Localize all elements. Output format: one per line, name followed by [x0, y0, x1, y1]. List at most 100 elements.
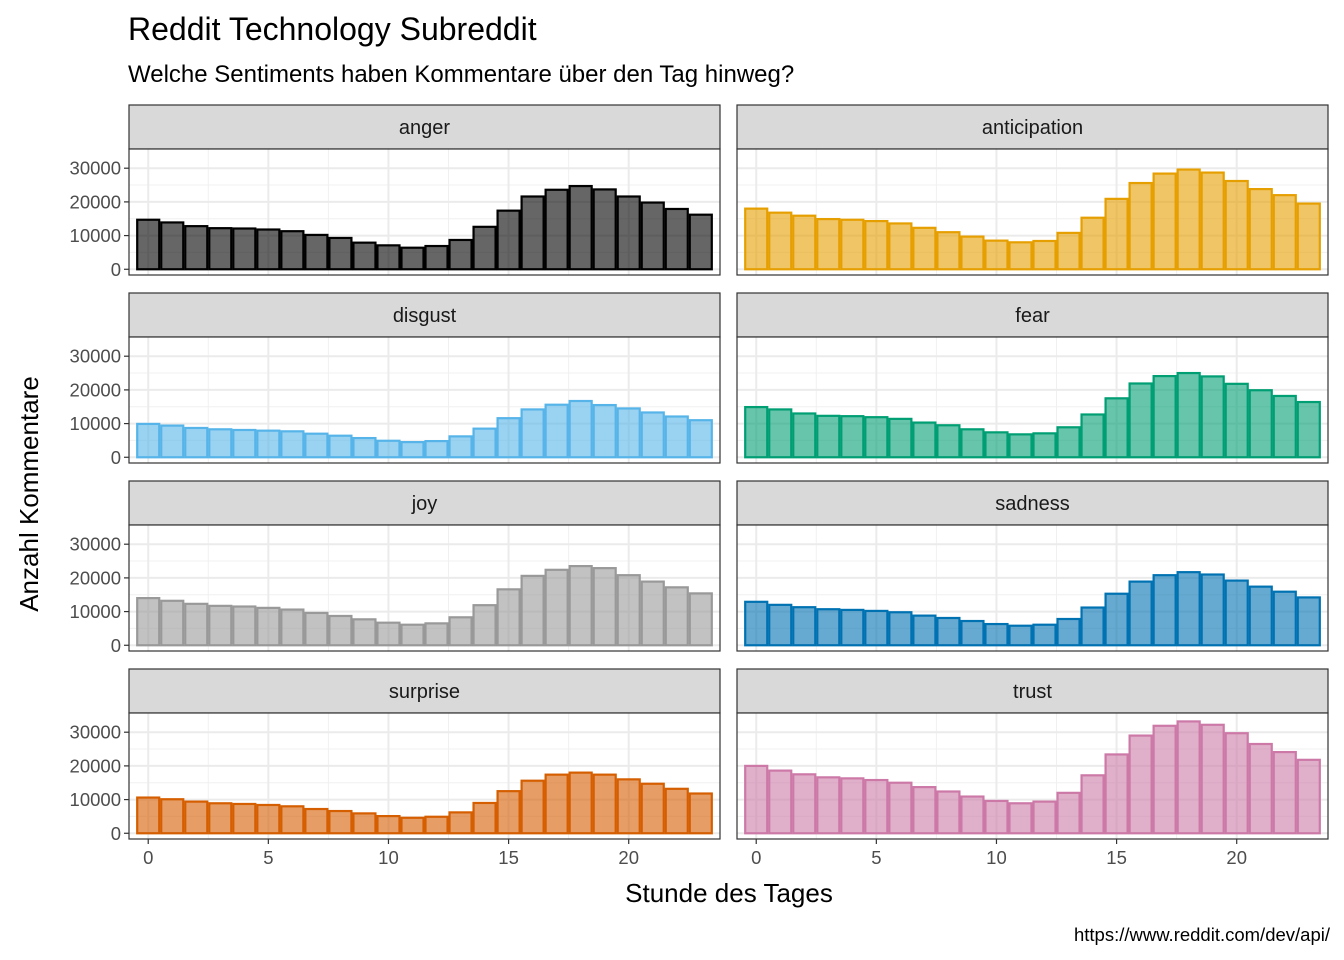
- bar-sadness-10: [984, 622, 1009, 647]
- caption: https://www.reddit.com/dev/api/: [1074, 924, 1331, 945]
- y-tick-label: 20000: [70, 755, 121, 776]
- bar-sadness-5: [864, 609, 889, 647]
- bar-joy-0: [136, 597, 161, 647]
- bar-disgust-12: [424, 440, 449, 459]
- bar-surprise-23: [688, 792, 713, 835]
- bar-sadness-4: [840, 608, 865, 647]
- bar-joy-22: [664, 586, 689, 647]
- bar-disgust-4: [232, 428, 257, 459]
- strip-label-anticipation: anticipation: [982, 117, 1083, 139]
- panel-sadness: sadness: [736, 480, 1329, 652]
- bar-sadness-22: [1272, 590, 1297, 647]
- bar-sadness-19: [1200, 573, 1225, 647]
- bar-fear-0: [744, 405, 769, 459]
- bar-trust-15: [1104, 753, 1129, 835]
- bar-trust-14: [1080, 774, 1105, 835]
- bar-sadness-21: [1248, 585, 1273, 647]
- bar-disgust-20: [616, 407, 641, 459]
- bar-fear-14: [1080, 413, 1105, 459]
- bar-joy-10: [376, 621, 401, 647]
- bar-joy-19: [592, 567, 617, 647]
- strip-anticipation: [736, 104, 1329, 150]
- x-tick-label: 5: [263, 847, 273, 868]
- bar-surprise-0: [136, 796, 161, 835]
- bar-anger-14: [472, 225, 497, 271]
- bar-surprise-15: [496, 790, 521, 835]
- bar-anticipation-3: [816, 217, 841, 271]
- bar-trust-12: [1032, 800, 1057, 835]
- bar-surprise-7: [304, 807, 329, 835]
- bar-sadness-15: [1104, 592, 1129, 647]
- x-tick-label: 15: [1106, 847, 1127, 868]
- bar-disgust-5: [256, 429, 281, 459]
- bar-joy-4: [232, 605, 257, 647]
- bar-joy-21: [640, 580, 665, 647]
- bar-fear-8: [936, 424, 961, 459]
- bar-joy-17: [544, 568, 569, 647]
- strip-label-trust: trust: [1013, 681, 1052, 703]
- bar-anger-23: [688, 213, 713, 271]
- bar-surprise-3: [208, 802, 233, 835]
- bar-sadness-13: [1056, 617, 1081, 647]
- bar-anticipation-11: [1008, 241, 1033, 271]
- bar-fear-15: [1104, 397, 1129, 459]
- bar-disgust-16: [520, 408, 545, 459]
- bar-trust-20: [1224, 732, 1249, 835]
- panel-fear: fear: [736, 292, 1329, 464]
- bar-surprise-10: [376, 814, 401, 835]
- bar-disgust-6: [280, 430, 305, 459]
- bar-anger-16: [520, 195, 545, 271]
- bar-joy-11: [400, 623, 425, 647]
- panel-border: [736, 524, 1329, 652]
- bar-anticipation-17: [1152, 172, 1177, 271]
- bar-fear-20: [1224, 382, 1249, 459]
- bar-trust-16: [1128, 734, 1153, 835]
- panel-border: [128, 524, 721, 652]
- strip-label-joy: joy: [411, 493, 438, 515]
- bar-joy-1: [160, 599, 185, 647]
- bar-surprise-19: [592, 773, 617, 835]
- bar-trust-22: [1272, 750, 1297, 835]
- bar-anger-21: [640, 201, 665, 271]
- bar-anger-10: [376, 244, 401, 271]
- bar-disgust-1: [160, 424, 185, 459]
- bar-joy-7: [304, 611, 329, 647]
- x-axis-label: Stunde des Tages: [625, 878, 833, 908]
- bar-anger-1: [160, 221, 185, 271]
- bar-sadness-20: [1224, 579, 1249, 647]
- bar-joy-14: [472, 604, 497, 647]
- bar-trust-6: [888, 781, 913, 835]
- bar-anger-12: [424, 244, 449, 271]
- bar-joy-16: [520, 574, 545, 647]
- bar-fear-18: [1176, 371, 1201, 459]
- bar-sadness-3: [816, 608, 841, 647]
- y-tick-label: 20000: [70, 191, 121, 212]
- bar-disgust-19: [592, 403, 617, 459]
- bar-anticipation-15: [1104, 197, 1129, 271]
- bar-trust-9: [960, 795, 985, 835]
- bar-disgust-18: [568, 399, 593, 459]
- panel-disgust: disgust 0 10000 20000 30000: [70, 292, 721, 468]
- bar-surprise-16: [520, 779, 545, 835]
- bar-trust-0: [744, 764, 769, 835]
- chart-title: Reddit Technology Subreddit: [128, 11, 537, 47]
- bar-anticipation-14: [1080, 216, 1105, 271]
- panel-surprise: surprise 0 10000 20000 30000 0 5 10 15 20: [70, 668, 721, 868]
- strip-label-disgust: disgust: [393, 305, 457, 327]
- bar-disgust-3: [208, 428, 233, 459]
- bar-anger-11: [400, 246, 425, 271]
- bar-anticipation-12: [1032, 239, 1057, 271]
- bar-joy-12: [424, 622, 449, 647]
- bar-surprise-20: [616, 778, 641, 835]
- bar-joy-3: [208, 604, 233, 647]
- bar-fear-23: [1296, 400, 1321, 459]
- bar-fear-7: [912, 421, 937, 459]
- x-tick-label: 20: [618, 847, 639, 868]
- bar-disgust-21: [640, 411, 665, 459]
- y-tick-label: 0: [111, 635, 121, 656]
- y-tick-label: 30000: [70, 534, 121, 555]
- strip-disgust: [128, 292, 721, 338]
- bar-surprise-21: [640, 782, 665, 835]
- x-tick-label: 10: [986, 847, 1007, 868]
